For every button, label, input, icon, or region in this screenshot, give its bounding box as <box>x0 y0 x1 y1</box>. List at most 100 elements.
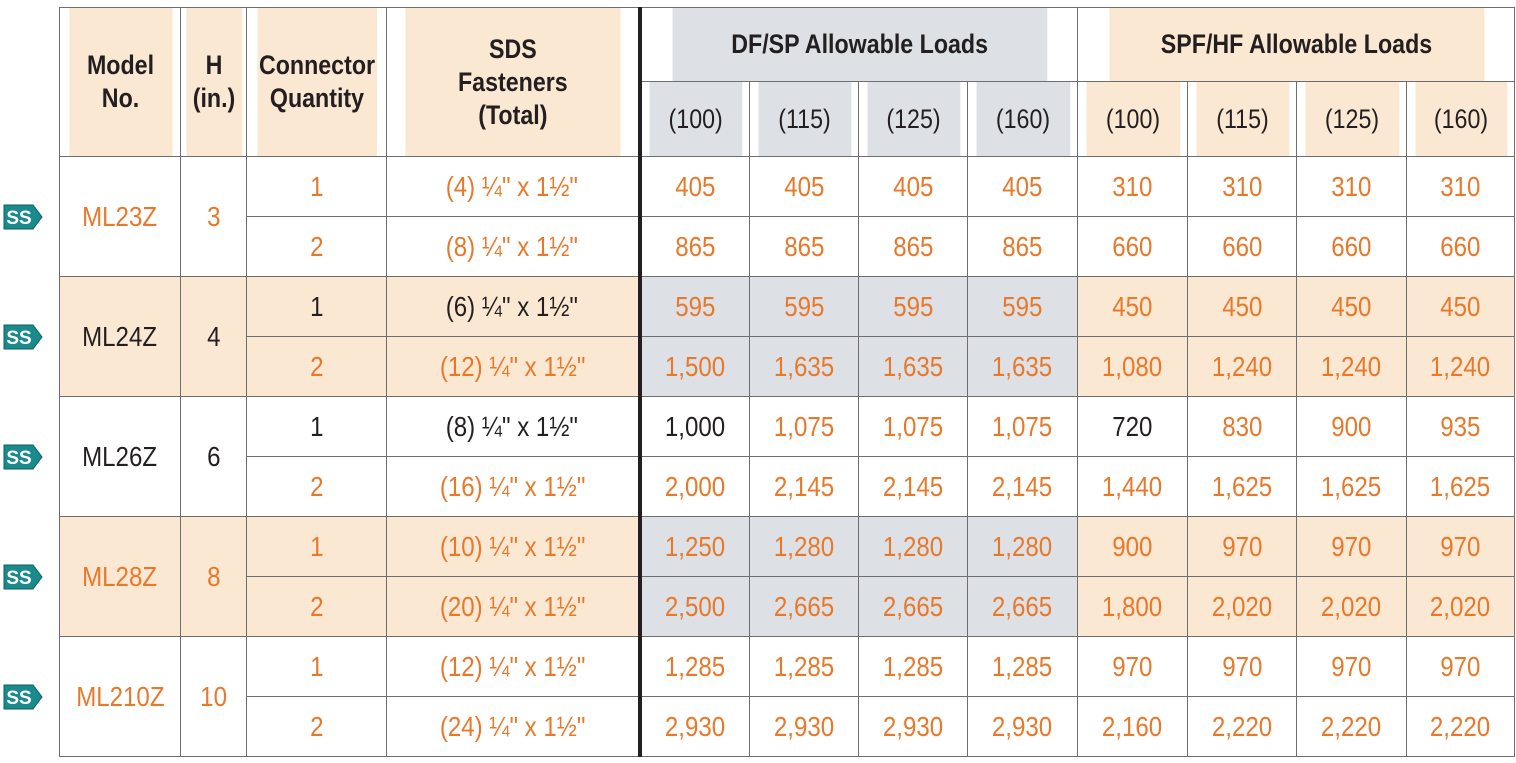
height-cell: 10 <box>180 636 247 757</box>
table-row: 2 (12) ¼" x 1½" 1,500 1,635 1,635 1,635 1,080 1… <box>60 336 1515 397</box>
height-cell: 6 <box>180 396 247 517</box>
spfhf-load-cell: 970 <box>1406 636 1515 697</box>
spfhf-load-cell: 935 <box>1406 396 1515 457</box>
spfhf-load-cell: 310 <box>1077 156 1188 217</box>
load-duration-header: (160) <box>974 81 1071 157</box>
spfhf-load-cell: 2,160 <box>1077 696 1188 757</box>
dfsp-load-cell: 1,635 <box>749 336 859 397</box>
dfsp-load-cell: 1,280 <box>749 516 859 577</box>
height-cell: 4 <box>180 276 247 397</box>
load-duration-header: (100) <box>645 81 743 157</box>
model-cell: ML24Z <box>59 276 181 397</box>
ss-badge-column: SS SS SS SS SS <box>0 0 60 763</box>
spfhf-load-cell: 310 <box>1187 156 1297 217</box>
spfhf-load-cell: 970 <box>1296 516 1407 577</box>
spfhf-load-cell: 1,625 <box>1187 456 1297 517</box>
spfhf-load-cell: 1,440 <box>1077 456 1188 517</box>
spfhf-load-cell: 900 <box>1296 396 1407 457</box>
model-no-header: Model No. <box>67 7 173 157</box>
spfhf-load-cell: 310 <box>1296 156 1407 217</box>
table-body: ML23Z 3 1 (4) ¼" x 1½" 405 405 405 405 310 310 310… <box>59 156 1515 757</box>
table-row: 2 (16) ¼" x 1½" 2,000 2,145 2,145 2,145 1,440 1… <box>60 456 1515 517</box>
spfhf-load-cell: 660 <box>1406 216 1515 277</box>
spfhf-load-cell: 970 <box>1187 636 1297 697</box>
spfhf-load-cell: 1,240 <box>1406 336 1515 397</box>
spfhf-load-cell: 450 <box>1187 276 1297 337</box>
table-row: ML210Z 10 1 (12) ¼" x 1½" 1,285 1,285 1,285 1,2… <box>59 636 1515 757</box>
stainless-steel-badge-icon: SS <box>3 684 43 710</box>
dfsp-load-cell: 1,280 <box>858 516 968 577</box>
dfsp-load-cell: 1,075 <box>858 396 968 457</box>
dfsp-load-cell: 1,280 <box>967 516 1078 577</box>
fasteners-cell: (16) ¼" x 1½" <box>386 456 640 517</box>
connector-qty-cell: 2 <box>246 216 387 277</box>
connector-qty-cell: 1 <box>246 396 387 457</box>
connector-qty-cell: 2 <box>246 336 387 397</box>
dfsp-load-cell: 1,635 <box>858 336 968 397</box>
connector-qty-cell: 1 <box>246 276 387 337</box>
dfsp-load-cell: 2,665 <box>858 576 968 637</box>
spfhf-load-cell: 2,020 <box>1187 576 1297 637</box>
dfsp-load-cell: 405 <box>967 156 1078 217</box>
dfsp-load-cell: 2,665 <box>749 576 859 637</box>
spfhf-load-cell: 2,020 <box>1296 576 1407 637</box>
dfsp-load-cell: 1,635 <box>967 336 1078 397</box>
spfhf-load-cell: 1,240 <box>1296 336 1407 397</box>
spfhf-load-cell: 1,080 <box>1077 336 1188 397</box>
spfhf-load-cell: 720 <box>1077 396 1188 457</box>
fasteners-cell: (12) ¼" x 1½" <box>386 636 640 697</box>
table-row: 2 (20) ¼" x 1½" 2,500 2,665 2,665 2,665 1,800 2… <box>60 576 1515 637</box>
connector-qty-cell: 1 <box>246 156 387 217</box>
badge-label: SS <box>6 568 31 589</box>
dfsp-load-cell: 1,285 <box>858 636 968 697</box>
fasteners-cell: (20) ¼" x 1½" <box>386 576 640 637</box>
model-cell: ML23Z <box>59 156 181 277</box>
load-duration-header: (115) <box>756 81 852 157</box>
dfsp-load-cell: 2,930 <box>967 696 1078 757</box>
fasteners-cell: (4) ¼" x 1½" <box>386 156 640 217</box>
model-cell: ML26Z <box>59 396 181 517</box>
dfsp-load-cell: 1,075 <box>967 396 1078 457</box>
load-duration-header: (115) <box>1194 81 1290 157</box>
load-duration-header: (125) <box>1303 81 1400 157</box>
table-row: ML24Z 4 1 (6) ¼" x 1½" 595 595 595 595 450 450 450… <box>59 276 1515 397</box>
dfsp-load-cell: 2,000 <box>637 456 750 517</box>
spfhf-load-cell: 900 <box>1077 516 1188 577</box>
dfsp-load-cell: 1,285 <box>637 636 750 697</box>
dfsp-load-cell: 405 <box>858 156 968 217</box>
dfsp-load-cell: 865 <box>749 216 859 277</box>
fasteners-cell: (12) ¼" x 1½" <box>386 336 640 397</box>
spfhf-load-cell: 450 <box>1406 276 1515 337</box>
table-row: ML28Z 8 1 (10) ¼" x 1½" 1,250 1,280 1,280 1,280… <box>59 516 1515 637</box>
dfsp-load-cell: 2,930 <box>749 696 859 757</box>
dfsp-allowable-loads-header: DF/SP Allowable Loads <box>668 7 1048 82</box>
dfsp-load-cell: 865 <box>967 216 1078 277</box>
height-cell: 8 <box>180 516 247 637</box>
load-duration-header: (160) <box>1413 81 1508 157</box>
fasteners-cell: (8) ¼" x 1½" <box>386 396 640 457</box>
spfhf-load-cell: 1,240 <box>1187 336 1297 397</box>
spfhf-load-cell: 450 <box>1296 276 1407 337</box>
spfhf-load-cell: 970 <box>1187 516 1297 577</box>
table-row: 2 (24) ¼" x 1½" 2,930 2,930 2,930 2,930 2,160 2… <box>60 696 1515 757</box>
spfhf-load-cell: 2,220 <box>1187 696 1297 757</box>
dfsp-load-cell: 2,145 <box>749 456 859 517</box>
dfsp-load-cell: 2,145 <box>858 456 968 517</box>
spfhf-load-cell: 2,020 <box>1406 576 1515 637</box>
badge-label: SS <box>6 208 31 229</box>
spfhf-load-cell: 310 <box>1406 156 1515 217</box>
dfsp-load-cell: 865 <box>637 216 750 277</box>
connector-qty-cell: 2 <box>246 456 387 517</box>
spfhf-load-cell: 970 <box>1077 636 1188 697</box>
dfsp-load-cell: 2,930 <box>858 696 968 757</box>
dfsp-load-cell: 865 <box>858 216 968 277</box>
spfhf-load-cell: 830 <box>1187 396 1297 457</box>
connector-quantity-header: Connector Quantity <box>255 7 378 157</box>
fasteners-cell: (6) ¼" x 1½" <box>386 276 640 337</box>
connector-qty-cell: 2 <box>246 576 387 637</box>
height-cell: 3 <box>180 156 247 277</box>
dfsp-load-cell: 2,930 <box>637 696 750 757</box>
badge-label: SS <box>6 328 31 349</box>
badge-label: SS <box>6 688 31 709</box>
stainless-steel-badge-icon: SS <box>3 204 43 230</box>
